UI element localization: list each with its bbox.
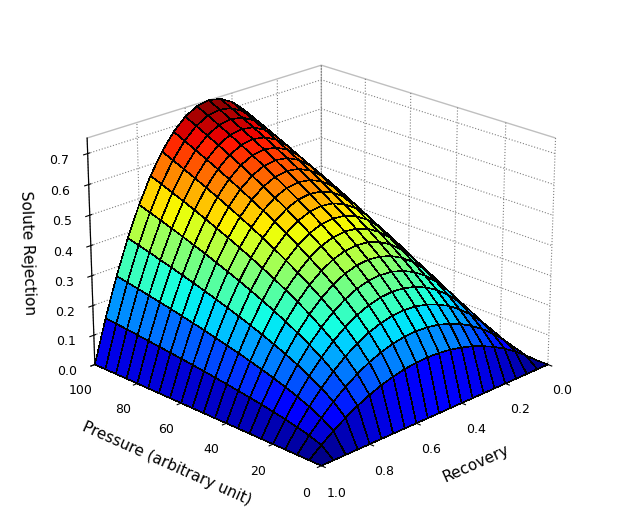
X-axis label: Recovery: Recovery [440,442,512,485]
Y-axis label: Pressure (arbitrary unit): Pressure (arbitrary unit) [80,419,253,508]
